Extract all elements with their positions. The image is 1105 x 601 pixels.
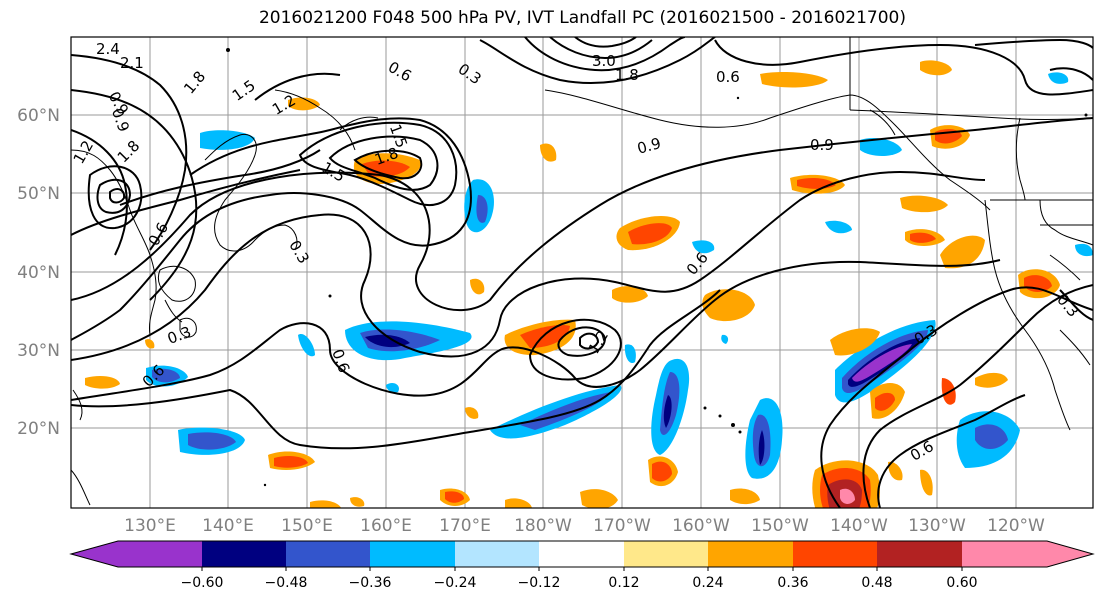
latitude-labels: 60°N 50°N 40°N 30°N 20°N (17, 106, 60, 439)
longitude-labels: 130°E 140°E 150°E 160°E 170°E 180°W 170°… (124, 516, 1045, 536)
colorbar-tick-label: 0.48 (861, 575, 892, 591)
lat-label: 30°N (17, 341, 60, 361)
colorbar-outline (69, 540, 1095, 568)
lat-label: 20°N (17, 419, 60, 439)
colorbar-tick-label: −0.48 (265, 575, 308, 591)
colorbar-tick-label: 0.36 (777, 575, 808, 591)
lon-label: 150°W (751, 516, 809, 536)
colorbar-segment (962, 541, 1047, 567)
contour-label: 0.9 (810, 136, 834, 154)
lon-label: 140°E (202, 516, 254, 536)
colorbar-segment (708, 541, 794, 567)
colorbar-tick-label: 0.24 (692, 575, 723, 591)
lon-label: 120°W (987, 516, 1045, 536)
lon-label: 130°W (908, 516, 966, 536)
contour-label: 0.6 (716, 68, 740, 86)
colorbar-tick-label: −0.12 (518, 575, 561, 591)
negative-anomaly-region (146, 72, 1093, 479)
contour-label: 1.8 (615, 66, 639, 84)
colorbar-segment (286, 541, 371, 567)
contour-label: 2.4 (96, 40, 120, 58)
colorbar-segment (455, 541, 540, 567)
lon-label: 160°W (672, 516, 730, 536)
lon-label: 170°W (593, 516, 651, 536)
map-title: 2016021200 F048 500 hPa PV, IVT Landfall… (258, 8, 906, 28)
colorbar-min-extension (71, 541, 118, 567)
colorbar-tick-label: −0.24 (434, 575, 477, 591)
lon-label: 140°W (830, 516, 888, 536)
islands (226, 48, 1088, 487)
coastlines (71, 37, 1093, 506)
colorbar-segment (202, 541, 287, 567)
lat-label: 40°N (17, 263, 60, 283)
colorbar-segment (539, 541, 625, 567)
lat-label: 60°N (17, 106, 60, 126)
ivt-shading (85, 60, 1093, 508)
lon-label: 180°W (514, 516, 572, 536)
colorbar-tick-label: −0.36 (349, 575, 392, 591)
colorbar-tick-label: −0.60 (181, 575, 224, 591)
contour-label: 3.0 (592, 52, 616, 70)
colorbar-segment (793, 541, 878, 567)
lon-label: 170°E (439, 516, 491, 536)
colorbar-segment (370, 541, 456, 567)
lon-label: 160°E (360, 516, 412, 536)
colorbar: −0.60 −0.48 −0.36 −0.24 −0.12 0.12 0.24 … (69, 540, 1095, 591)
gridlines (71, 37, 1093, 508)
lon-label: 130°E (124, 516, 176, 536)
colorbar-max-extension (1047, 541, 1093, 567)
colorbar-segment (624, 541, 709, 567)
colorbar-segment (877, 541, 963, 567)
contour-label: 2.1 (120, 54, 144, 72)
colorbar-tick-label: 0.60 (946, 575, 977, 591)
contour-label: 0.9 (635, 134, 663, 158)
lon-label: 150°E (281, 516, 333, 536)
colorbar-segment (118, 541, 203, 567)
map-area: 2.4 2.1 1.8 1.5 1.2 0.9 1.8 1.2 0.9 1.5 … (71, 37, 1093, 508)
lat-label: 50°N (17, 184, 60, 204)
colorbar-tick-label: 0.12 (608, 575, 639, 591)
map-frame (70, 36, 1094, 509)
